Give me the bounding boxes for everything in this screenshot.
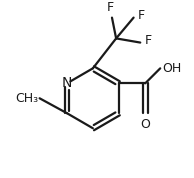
- Text: F: F: [107, 1, 114, 14]
- Text: N: N: [62, 76, 72, 90]
- Text: CH₃: CH₃: [15, 92, 38, 105]
- Text: OH: OH: [163, 62, 182, 75]
- Text: F: F: [138, 9, 145, 22]
- Text: F: F: [144, 34, 152, 47]
- Text: O: O: [140, 118, 150, 131]
